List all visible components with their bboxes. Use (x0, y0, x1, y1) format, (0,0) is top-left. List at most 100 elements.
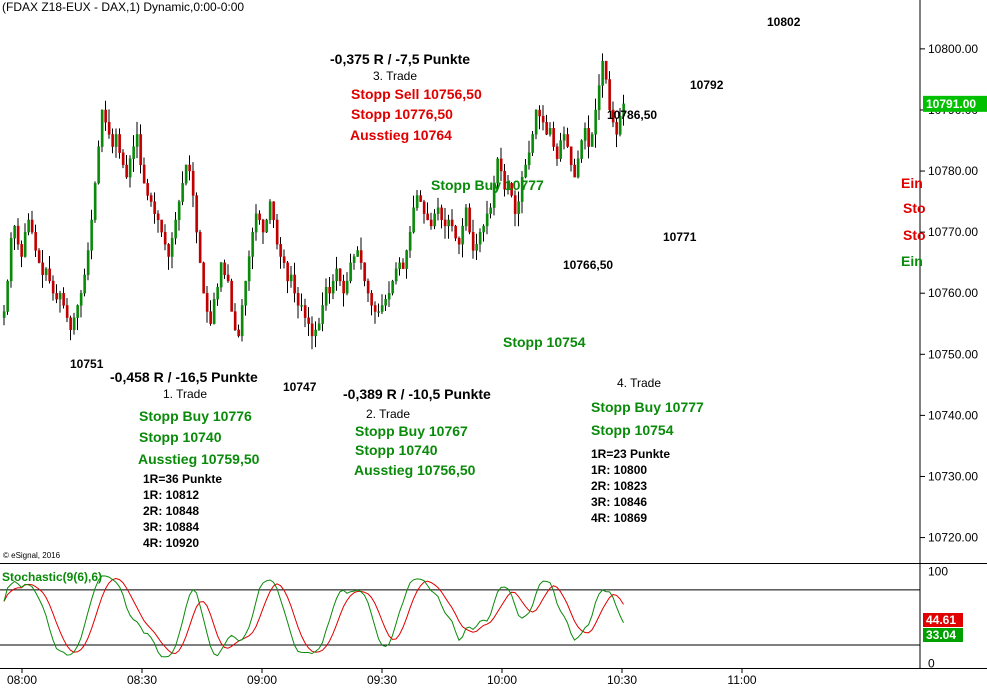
candle-body (202, 262, 206, 294)
candle-body (335, 268, 339, 282)
candle-body (562, 134, 566, 141)
candle-body (146, 183, 150, 196)
level-label: 10747 (283, 380, 317, 394)
stoch-d-line (3, 577, 624, 655)
candle-body (359, 250, 363, 263)
candle-body (90, 219, 94, 251)
candle-body (275, 219, 279, 245)
candle-body (6, 280, 10, 312)
stoch-tick-label: 0 (928, 656, 935, 670)
candle-body (149, 195, 153, 202)
candle-body (314, 329, 318, 337)
x-tick-label: 08:00 (7, 673, 37, 687)
right-ein-label: Ein (901, 175, 923, 191)
candle-body (48, 268, 52, 282)
candle-body (422, 201, 426, 214)
candle-body (153, 201, 157, 214)
candle-body (464, 207, 468, 227)
candle-body (251, 231, 255, 257)
right-stop-label: Sto (903, 227, 926, 243)
candle-body (261, 219, 265, 233)
candle-body (265, 219, 269, 233)
candle-body (160, 219, 164, 233)
candle-body (331, 280, 335, 294)
copyright-text: © eSignal, 2016 (3, 551, 61, 560)
candle-body (370, 293, 374, 306)
candle-body (174, 219, 178, 239)
candle-body (447, 219, 451, 227)
candle-body (520, 177, 524, 202)
candle-body (20, 244, 24, 257)
candle-body (268, 201, 272, 221)
level-label: 10786,50 (607, 108, 658, 122)
candle-body (13, 225, 17, 239)
x-tick-label: 08:30 (127, 673, 157, 687)
candle-body (303, 305, 307, 318)
trade1-exit: Ausstieg 10759,50 (138, 451, 260, 467)
candle-body (181, 183, 185, 202)
candle-body (573, 164, 577, 178)
candle-body (457, 238, 461, 245)
candle-body (233, 311, 237, 331)
trade2-buy: Stopp Buy 10767 (355, 423, 468, 439)
candle-body (216, 286, 220, 300)
candle-body (590, 134, 594, 147)
candle-body (205, 293, 209, 312)
trade2-exit: Ausstieg 10756,50 (354, 462, 476, 478)
candle-body (317, 323, 321, 331)
y-tick-label: 10800.00 (928, 42, 978, 56)
candle-body (104, 109, 108, 123)
candle-body (433, 213, 437, 227)
trade2-result: -0,389 R / -10,5 Punkte (343, 386, 491, 402)
x-tick-label: 10:30 (607, 673, 637, 687)
candle-body (9, 238, 13, 282)
candle-body (296, 293, 300, 306)
candle-body (240, 305, 244, 337)
candle-body (293, 274, 297, 294)
candle-body (230, 280, 234, 312)
candle-body (30, 219, 34, 233)
candle-body (377, 311, 381, 313)
candle-body (342, 280, 346, 294)
candle-body (223, 262, 227, 276)
candle-body (209, 311, 213, 324)
candle-body (135, 134, 139, 147)
y-tick-label: 10760.00 (928, 286, 978, 300)
trade4-target: 2R: 10823 (591, 479, 648, 493)
trade1-target: 3R: 10884 (143, 520, 200, 534)
candle-body (587, 128, 591, 147)
candle-body (289, 274, 293, 282)
candle-body (83, 274, 87, 294)
x-tick-label: 11:00 (727, 673, 756, 687)
trade1-target: 1R: 10812 (143, 488, 200, 502)
candle-body (538, 109, 542, 117)
trade1-buy: Stopp Buy 10776 (139, 408, 252, 424)
y-tick-label: 10770.00 (928, 225, 978, 239)
candle-body (121, 152, 125, 166)
level-label: 10792 (690, 78, 724, 92)
candle-body (429, 219, 433, 227)
candle-body (139, 134, 143, 166)
candle-body (279, 244, 283, 257)
candle-body (356, 250, 360, 257)
candle-body (97, 146, 101, 184)
trade2-title: 2. Trade (366, 407, 411, 421)
last-price-label: 10791.00 (926, 97, 976, 111)
level-label: 10766,50 (563, 258, 614, 272)
trade3-exit: Ausstieg 10764 (350, 127, 452, 143)
y-tick-label: 10730.00 (928, 469, 978, 483)
candle-body (23, 231, 27, 257)
last-price-tag (923, 95, 987, 112)
candle-body (384, 299, 388, 306)
candle-body (380, 305, 384, 312)
stoch-k-value: 33.04 (926, 628, 956, 642)
candle-body (604, 60, 608, 80)
candle-body (352, 256, 356, 263)
candle-body (170, 238, 174, 257)
candle-body (128, 158, 132, 178)
candle-body (163, 231, 167, 245)
candle-body (118, 134, 122, 153)
candle-body (132, 146, 136, 159)
candle-body (373, 305, 377, 312)
